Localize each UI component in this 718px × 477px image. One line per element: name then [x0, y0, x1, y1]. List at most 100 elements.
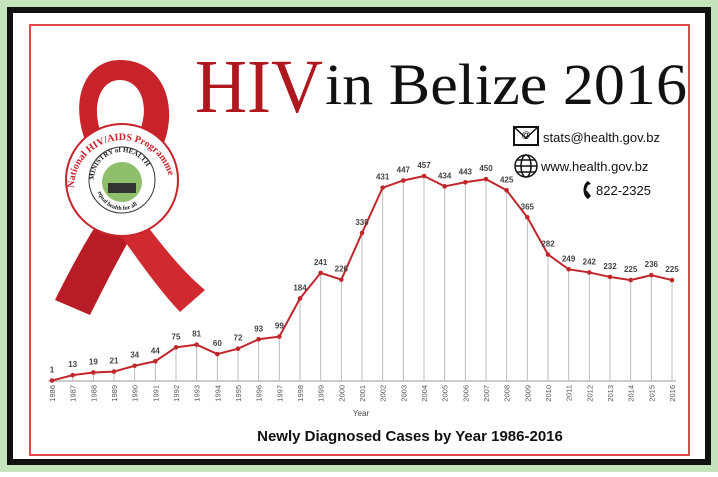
- x-tick-label: 2011: [565, 385, 574, 401]
- data-point: [194, 342, 199, 347]
- data-label: 447: [397, 165, 411, 174]
- email: stats@health.gov.bz: [543, 130, 660, 145]
- x-tick-label: 2009: [523, 385, 532, 402]
- data-point: [339, 277, 344, 282]
- data-point: [70, 373, 75, 378]
- data-point: [112, 369, 117, 374]
- data-point: [174, 345, 179, 350]
- data-label: 431: [376, 173, 390, 182]
- x-tick-label: 2000: [337, 385, 346, 402]
- data-point: [215, 352, 220, 357]
- data-label: 241: [314, 258, 328, 267]
- x-tick-label: 2013: [606, 385, 615, 402]
- data-point: [256, 337, 261, 342]
- data-label: 249: [562, 254, 576, 263]
- data-point: [628, 278, 633, 283]
- data-label: 450: [479, 164, 493, 173]
- data-label: 330: [355, 218, 369, 227]
- data-point: [277, 334, 282, 339]
- x-tick-label: 2004: [420, 385, 429, 402]
- email-icon: @: [514, 127, 538, 145]
- data-label: 232: [603, 262, 617, 271]
- x-tick-label: 1989: [110, 385, 119, 402]
- x-tick-label: 1991: [151, 385, 160, 402]
- data-point: [360, 231, 365, 236]
- data-point: [504, 188, 509, 193]
- phone: 822-2325: [596, 183, 651, 198]
- data-label: 72: [234, 334, 243, 343]
- x-tick-label: 1992: [172, 385, 181, 402]
- x-tick-label: 2005: [441, 385, 450, 402]
- data-label: 34: [130, 351, 139, 360]
- data-point: [484, 177, 489, 182]
- x-tick-label: 1987: [69, 385, 78, 402]
- data-point: [546, 252, 551, 257]
- x-tick-label: 1995: [234, 385, 243, 402]
- data-label: 226: [335, 265, 349, 274]
- data-point: [442, 184, 447, 189]
- title-hiv: HIV: [195, 45, 323, 129]
- data-point: [670, 278, 675, 283]
- x-tick-label: 1990: [131, 385, 140, 402]
- data-label: 1: [50, 366, 55, 375]
- data-point: [380, 185, 385, 190]
- data-point: [298, 296, 303, 301]
- x-tick-label: 2010: [544, 385, 553, 402]
- data-label: 81: [192, 330, 201, 339]
- x-tick-label: 1999: [317, 385, 326, 402]
- x-axis-label: Year: [353, 409, 370, 418]
- x-tick-label: 1986: [48, 385, 57, 402]
- x-tick-label: 2002: [379, 385, 388, 402]
- title-rest: in Belize 2016: [325, 52, 687, 117]
- x-tick-label: 1998: [296, 385, 305, 402]
- data-point: [525, 215, 530, 220]
- chart-title: Newly Diagnosed Cases by Year 1986-2016: [257, 428, 563, 445]
- data-point: [236, 346, 241, 351]
- data-label: 99: [275, 322, 284, 331]
- x-tick-label: 2016: [668, 385, 677, 402]
- x-tick-label: 2012: [585, 385, 594, 402]
- data-point: [153, 359, 158, 364]
- data-point: [318, 271, 323, 276]
- data-label: 60: [213, 339, 222, 348]
- data-point: [91, 370, 96, 375]
- data-label: 443: [459, 167, 473, 176]
- x-tick-label: 1996: [255, 385, 264, 402]
- data-label: 13: [68, 360, 77, 369]
- svg-text:@: @: [521, 130, 530, 140]
- infographic: National HIV/AIDS Programme MINISTRY of …: [0, 0, 718, 472]
- data-point: [587, 270, 592, 275]
- data-label: 19: [89, 357, 98, 366]
- x-tick-label: 1988: [89, 385, 98, 402]
- data-label: 225: [624, 265, 638, 274]
- data-label: 242: [583, 257, 597, 266]
- data-point: [50, 378, 55, 383]
- data-point: [566, 267, 571, 272]
- data-point: [649, 273, 654, 278]
- data-label: 225: [665, 265, 679, 274]
- x-tick-label: 2003: [399, 385, 408, 402]
- data-label: 75: [172, 332, 181, 341]
- data-label: 434: [438, 171, 452, 180]
- data-label: 21: [110, 357, 119, 366]
- data-point: [401, 178, 406, 183]
- data-label: 425: [500, 175, 514, 184]
- x-tick-label: 1993: [193, 385, 202, 402]
- x-tick-label: 2001: [358, 385, 367, 402]
- data-label: 282: [541, 240, 555, 249]
- x-tick-label: 2015: [647, 385, 656, 402]
- data-point: [422, 174, 427, 179]
- data-point: [608, 275, 613, 280]
- data-point: [132, 363, 137, 368]
- x-tick-label: 1994: [213, 385, 222, 402]
- x-tick-label: 2006: [461, 385, 470, 402]
- data-label: 93: [254, 324, 263, 333]
- x-tick-label: 2007: [482, 385, 491, 402]
- data-label: 365: [521, 202, 535, 211]
- x-tick-label: 2014: [627, 385, 636, 402]
- website: www.health.gov.bz: [540, 159, 648, 174]
- data-point: [463, 180, 468, 185]
- logo-country: Belize: [112, 215, 133, 224]
- x-tick-label: 1997: [275, 385, 284, 402]
- data-label: 457: [417, 161, 431, 170]
